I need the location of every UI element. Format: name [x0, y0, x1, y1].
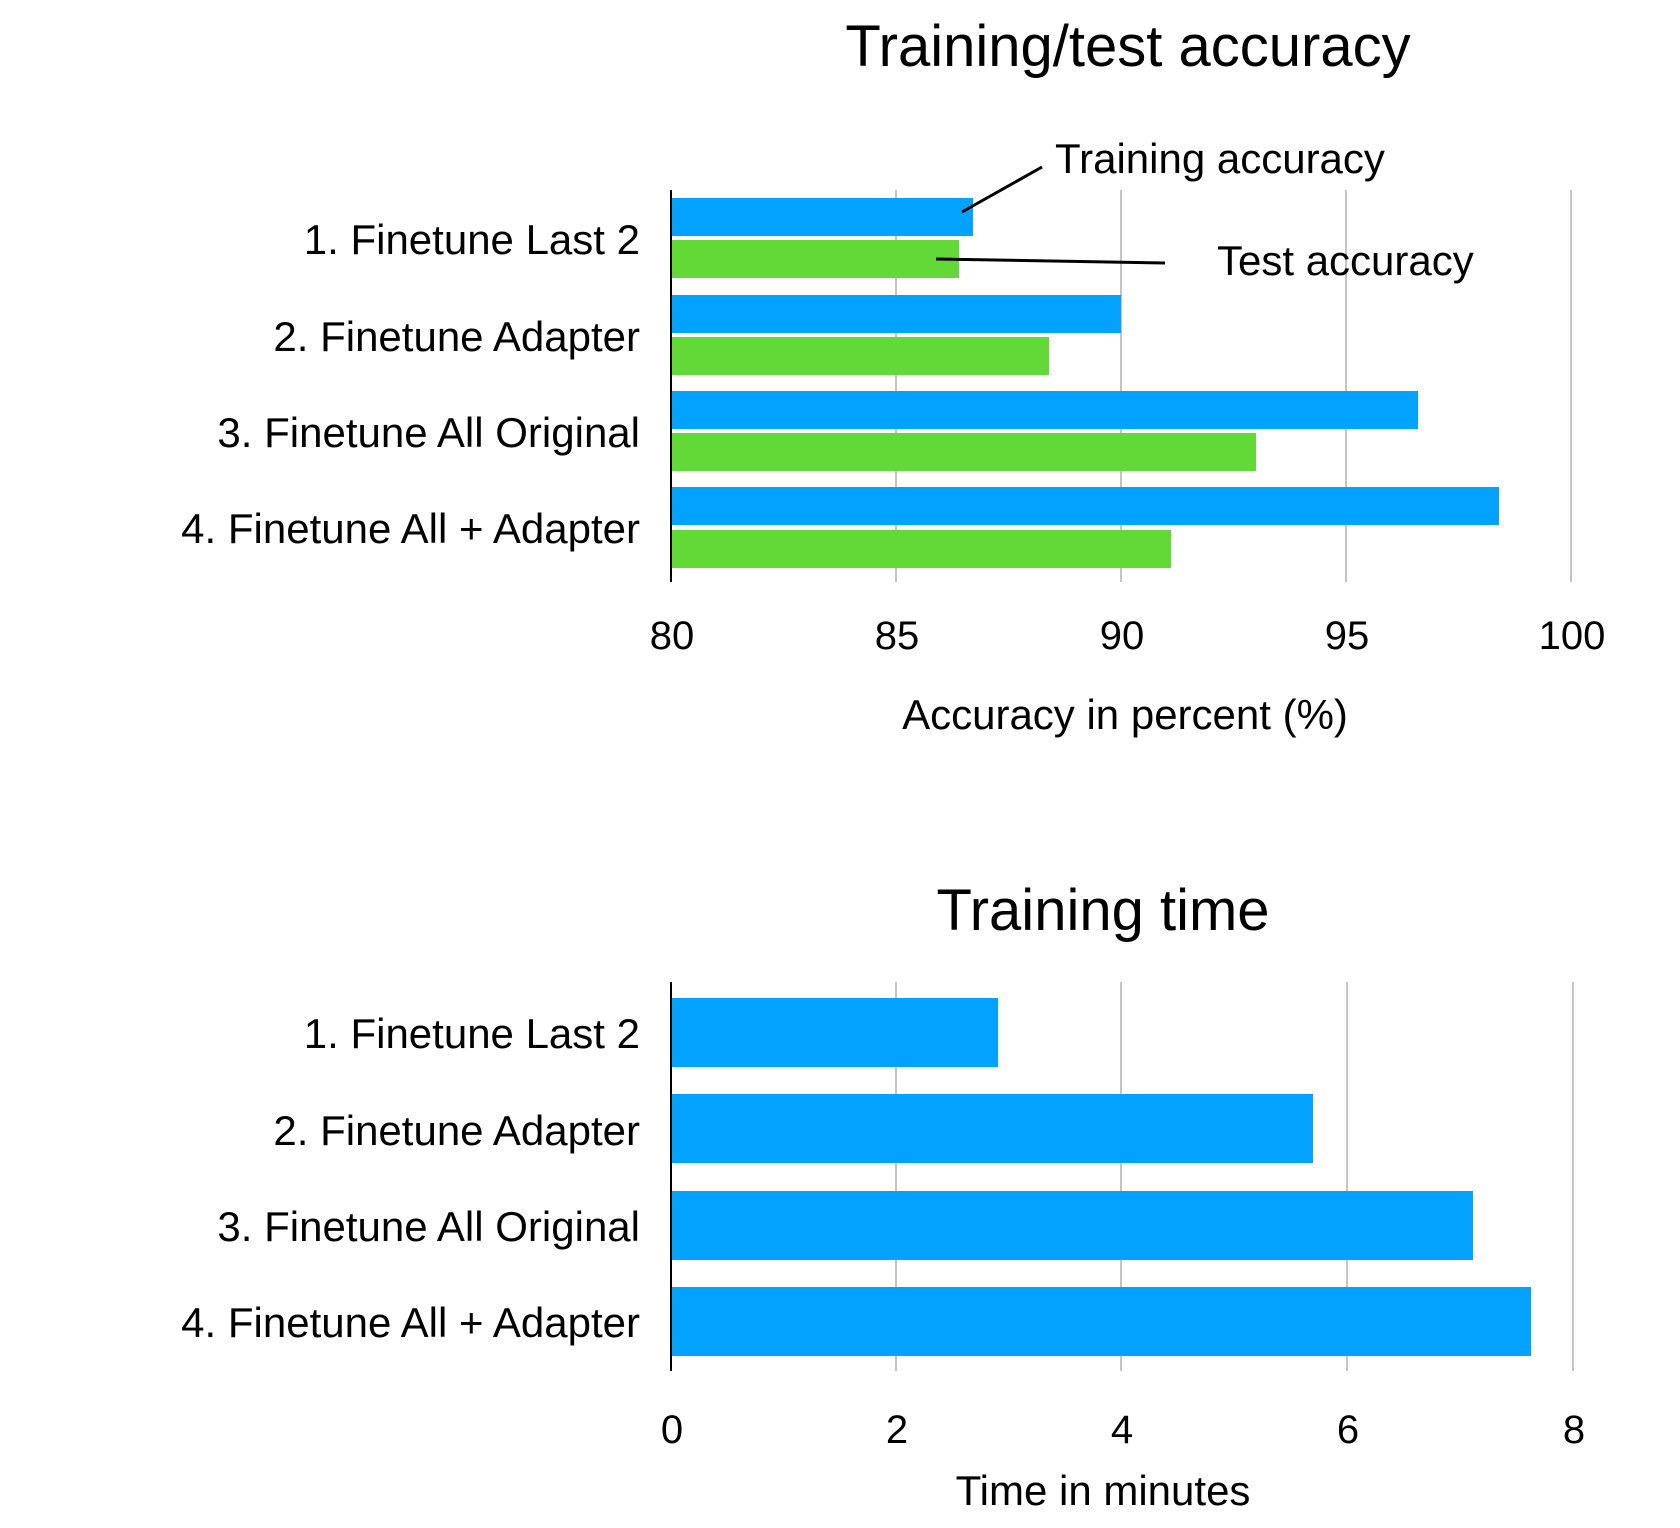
category-label: 2. Finetune Adapter — [273, 313, 640, 360]
category-label: 4. Finetune All + Adapter — [181, 1299, 640, 1346]
test-accuracy-bar — [671, 337, 1049, 375]
gridline-6 — [1346, 982, 1348, 1371]
y-axis-line — [670, 982, 672, 1371]
gridline-2 — [895, 982, 897, 1371]
x-tick-label: 2 — [885, 1408, 909, 1452]
test-accuracy-bar — [671, 240, 959, 278]
x-tick-label: 85 — [874, 614, 920, 658]
category-label: 4. Finetune All + Adapter — [181, 505, 640, 552]
training-time-bar — [671, 1191, 1474, 1260]
training-time-bar — [671, 998, 998, 1067]
time-x-axis-label: Time in minutes — [955, 1467, 1251, 1514]
gridline-85 — [895, 190, 897, 582]
annotation-leader-lines — [935, 165, 1166, 265]
training-time-bar — [671, 1287, 1531, 1356]
training-time-chart-title: Training time — [936, 878, 1270, 943]
annotation-test-accuracy: Test accuracy — [1217, 237, 1474, 284]
test-accuracy-bar — [671, 433, 1256, 471]
training-time-bar — [671, 1094, 1314, 1163]
gridline-8 — [1572, 982, 1574, 1371]
gridline-95 — [1345, 190, 1347, 582]
gridline-4 — [1120, 982, 1122, 1371]
x-tick-label: 100 — [1538, 614, 1606, 658]
x-tick-label: 4 — [1110, 1408, 1134, 1452]
gridline-90 — [1120, 190, 1122, 582]
training-accuracy-bar — [671, 295, 1121, 333]
test-accuracy-bar — [671, 530, 1171, 568]
training-accuracy-bar — [671, 487, 1499, 525]
category-label: 3. Finetune All Original — [217, 1203, 640, 1250]
category-label: 3. Finetune All Original — [217, 409, 640, 456]
x-tick-label: 90 — [1099, 614, 1145, 658]
category-label: 2. Finetune Adapter — [273, 1107, 640, 1154]
x-tick-label: 6 — [1336, 1408, 1360, 1452]
y-axis-line — [670, 190, 672, 582]
category-label: 1. Finetune Last 2 — [303, 216, 640, 263]
accuracy-chart-title: Training/test accuracy — [845, 14, 1411, 79]
training-accuracy-bar — [671, 198, 973, 236]
gridline-100 — [1570, 190, 1572, 582]
x-tick-label: 80 — [649, 614, 695, 658]
training-accuracy-bar — [671, 391, 1418, 429]
annotation-training-accuracy: Training accuracy — [1055, 135, 1385, 182]
x-tick-label: 95 — [1324, 614, 1370, 658]
accuracy-x-axis-label: Accuracy in percent (%) — [902, 691, 1348, 738]
category-label: 1. Finetune Last 2 — [303, 1010, 640, 1057]
x-tick-label: 0 — [660, 1408, 684, 1452]
x-tick-label: 8 — [1562, 1408, 1586, 1452]
